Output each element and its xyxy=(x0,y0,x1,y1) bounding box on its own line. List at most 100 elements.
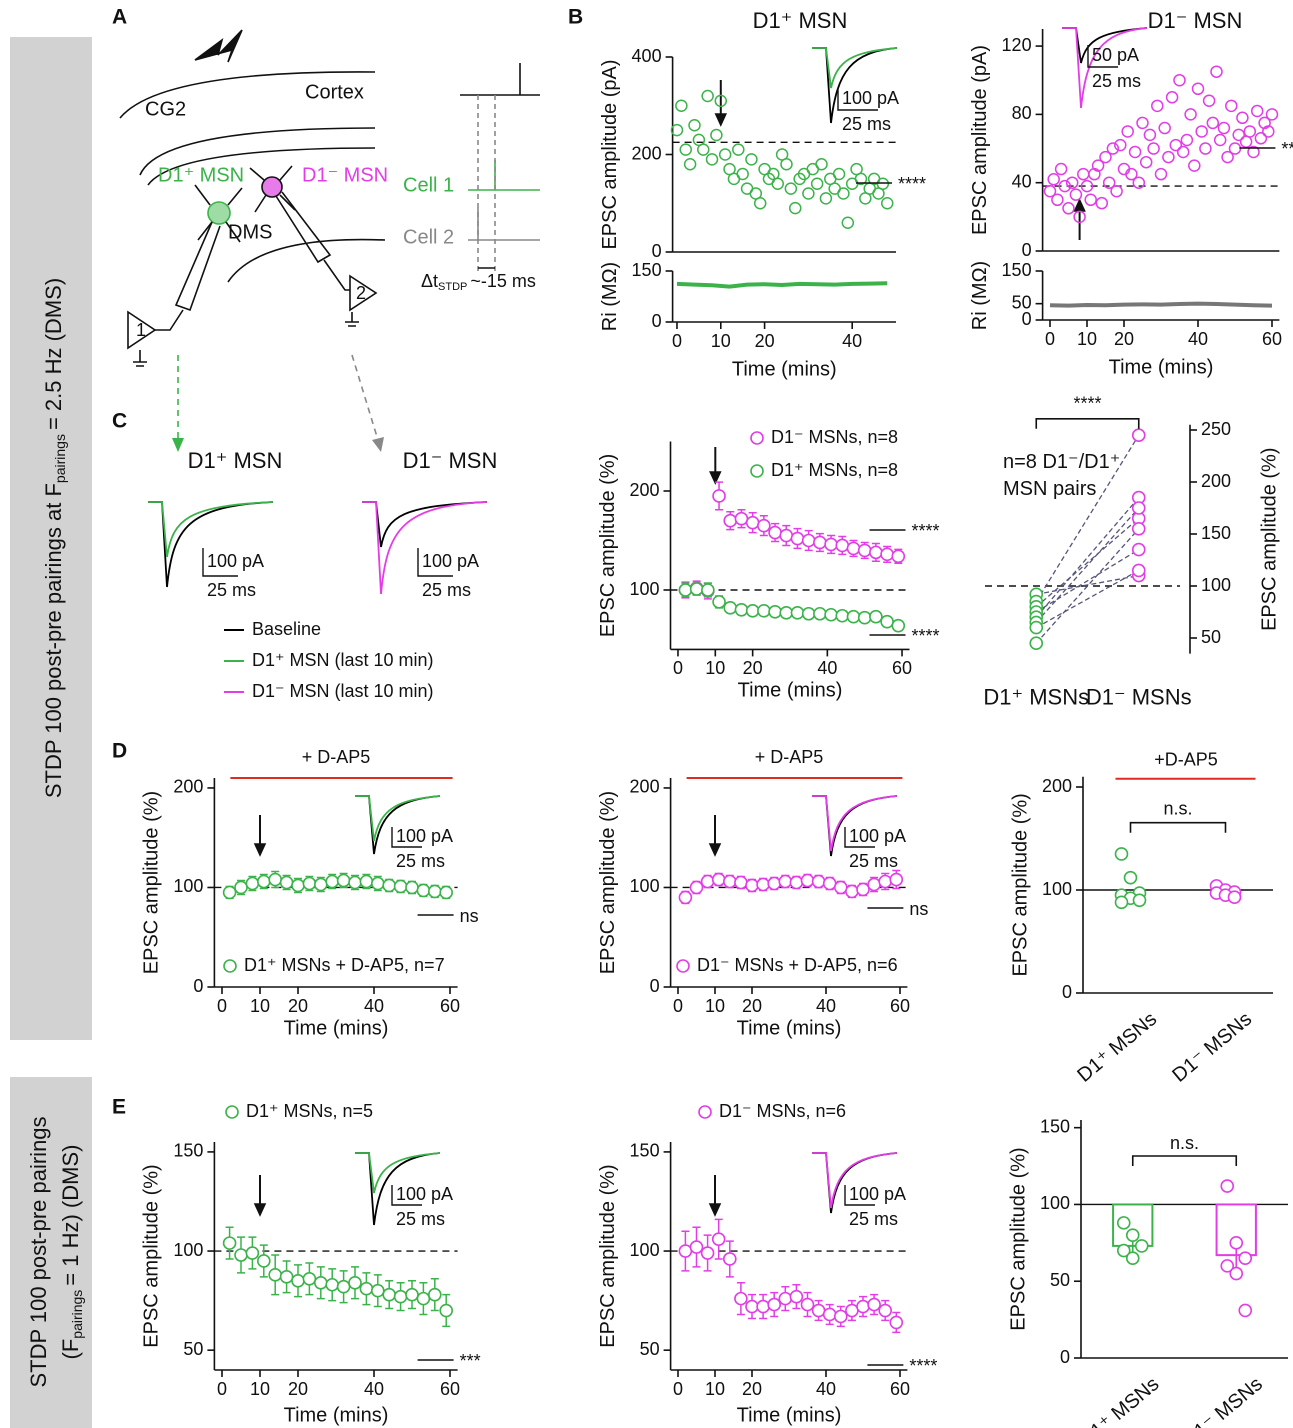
schematic-label: Cell 1 xyxy=(403,174,454,196)
point xyxy=(891,618,906,633)
side-label-sub: pairings xyxy=(69,1290,85,1339)
point xyxy=(1114,895,1129,910)
point xyxy=(745,1299,759,1314)
y-axis-label: Ri (MΩ) xyxy=(969,261,991,330)
x-tick-label: 60 xyxy=(440,1379,460,1399)
y-tick-label: 0 xyxy=(1060,1347,1070,1367)
point xyxy=(756,877,770,892)
point xyxy=(745,878,759,893)
point xyxy=(1099,150,1112,164)
scale-label: 25 ms xyxy=(849,1209,898,1229)
point xyxy=(700,1246,715,1260)
legend-label: Baseline xyxy=(252,619,321,639)
point xyxy=(1228,142,1242,155)
point xyxy=(790,531,805,546)
condition-label: +D-AP5 xyxy=(1154,749,1218,769)
scale-bar xyxy=(391,827,422,848)
y-tick-label: 0 xyxy=(193,976,203,996)
point xyxy=(1250,104,1264,118)
point xyxy=(678,583,693,597)
x-tick-label: 20 xyxy=(743,658,763,678)
point xyxy=(732,143,745,156)
point xyxy=(815,158,828,171)
point xyxy=(1191,82,1205,96)
scale-label: 100 pA xyxy=(849,826,906,846)
y-tick-label: 0 xyxy=(652,311,662,331)
point xyxy=(1116,1243,1131,1258)
point xyxy=(813,606,827,621)
point xyxy=(1239,135,1253,148)
point xyxy=(790,605,805,620)
point xyxy=(880,614,894,629)
scale-bar xyxy=(417,548,453,577)
scale-label: 100 pA xyxy=(849,1184,906,1204)
point xyxy=(1116,1216,1131,1230)
point xyxy=(1125,167,1138,181)
x-tick-label: 10 xyxy=(250,996,270,1016)
point xyxy=(756,1299,770,1314)
amp-label: 2 xyxy=(356,283,366,303)
point xyxy=(714,94,728,108)
line xyxy=(676,281,888,289)
point xyxy=(1199,142,1212,155)
point xyxy=(757,518,771,533)
stim-arrow-head xyxy=(714,113,728,127)
x-tick-label: 40 xyxy=(364,1379,384,1399)
point xyxy=(1265,108,1279,121)
side-band xyxy=(10,1077,92,1428)
trace-title: D1⁺ MSN xyxy=(188,448,283,473)
point xyxy=(801,533,816,548)
point xyxy=(416,1291,431,1306)
panel-letter: C xyxy=(112,410,127,433)
point xyxy=(1095,196,1109,210)
ground xyxy=(345,312,359,327)
annotation: MSN pairs xyxy=(1003,478,1096,500)
legend-label: D1⁺ MSNs, n=5 xyxy=(246,1101,373,1121)
point xyxy=(1229,1236,1244,1250)
y-tick-label: 0 xyxy=(1022,309,1032,329)
wire xyxy=(323,259,350,291)
point xyxy=(771,177,784,190)
point xyxy=(869,545,883,560)
scale-label: 25 ms xyxy=(396,851,445,871)
dendrites xyxy=(194,165,296,243)
x-tick-label: 10 xyxy=(250,1379,270,1399)
point xyxy=(768,525,782,540)
y-tick-label: 100 xyxy=(173,1240,203,1260)
schematic xyxy=(119,29,540,441)
point xyxy=(824,537,838,552)
point xyxy=(779,605,794,620)
y-tick-label: 100 xyxy=(1040,1193,1070,1213)
x-tick-label: 20 xyxy=(755,331,775,351)
point xyxy=(675,99,688,112)
point xyxy=(1158,121,1171,135)
panel-letter: B xyxy=(568,6,583,29)
scale-label: 25 ms xyxy=(396,1209,445,1229)
legend-label: D1⁻ MSNs + D-AP5, n=6 xyxy=(697,955,898,975)
side-label-sub: pairings xyxy=(52,434,68,483)
point xyxy=(1213,133,1227,147)
y-tick-label: 100 xyxy=(630,876,660,896)
point xyxy=(841,216,855,229)
point xyxy=(1073,210,1086,224)
y-tick-label: 100 xyxy=(1201,575,1231,595)
arrow-head xyxy=(372,437,384,452)
x-tick-label: 20 xyxy=(1114,329,1134,349)
point xyxy=(279,1270,294,1284)
trace xyxy=(148,501,274,558)
point xyxy=(710,128,723,142)
y-tick-label: 150 xyxy=(1002,260,1032,280)
point xyxy=(336,1279,351,1294)
point xyxy=(880,197,894,210)
pair-line xyxy=(1035,497,1140,618)
scale-label: 25 ms xyxy=(207,580,256,600)
point xyxy=(1180,133,1194,147)
significance-label: **** xyxy=(909,1356,937,1376)
point xyxy=(1236,111,1249,125)
dt-value: ~-15 ms xyxy=(470,271,536,291)
point xyxy=(736,167,749,181)
trace xyxy=(1062,27,1148,109)
point xyxy=(245,876,260,891)
trace-title: D1⁻ MSN xyxy=(403,448,498,473)
x-tick-label: 40 xyxy=(842,331,862,351)
